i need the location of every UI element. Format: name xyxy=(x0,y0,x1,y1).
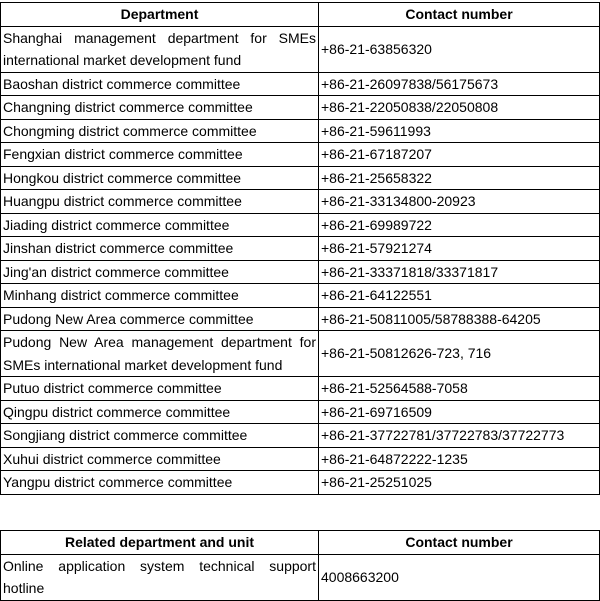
table-row: Jinshan district commerce committee +86-2… xyxy=(0,236,600,261)
contact-cell: +86-21-69716509 xyxy=(318,399,600,424)
header-cell: Contact number xyxy=(318,2,600,27)
contact-cell: +86-21-69989722 xyxy=(318,212,600,237)
contact-cell: +86-21-67187207 xyxy=(318,142,600,167)
table-row: Qingpu district commerce committee +86-21… xyxy=(0,399,600,424)
contact-cell: +86-21-64872222-1235 xyxy=(318,446,600,471)
department-cell: Putuo district commerce committee xyxy=(0,376,319,401)
department-cell: Online application system technical supp… xyxy=(0,553,319,601)
table-row: Huangpu district commerce committee +86-2… xyxy=(0,189,600,214)
contact-cell: +86-21-26097838/56175673 xyxy=(318,71,600,96)
table-row: Yangpu district commerce committee +86-21… xyxy=(0,470,600,495)
header-cell: Related department and unit xyxy=(0,530,319,555)
table-row: Changning district commerce committee +86… xyxy=(0,95,600,120)
department-cell: Jinshan district commerce committee xyxy=(0,236,319,261)
contact-cell: +86-21-33371818/33371817 xyxy=(318,259,600,284)
table-row: Jing'an district commerce committee +86-2… xyxy=(0,259,600,284)
header-row: Related department and unit Contact numbe… xyxy=(0,530,600,555)
table-row: Jiading district commerce committee +86-2… xyxy=(0,212,600,237)
department-cell: Qingpu district commerce committee xyxy=(0,399,319,424)
department-cell: Xuhui district commerce committee xyxy=(0,446,319,471)
contact-cell: +86-21-59611993 xyxy=(318,118,600,143)
table-row: Baoshan district commerce committee +86-2… xyxy=(0,71,600,96)
contact-cell: +86-21-63856320 xyxy=(318,25,600,73)
table-row: Pudong New Area management department fo… xyxy=(0,330,600,377)
header-row: Department Contact number xyxy=(0,2,600,27)
contact-cell: +86-21-22050838/22050808 xyxy=(318,95,600,120)
table-row: Minhang district commerce committee +86-2… xyxy=(0,283,600,308)
table-row: Songjiang district commerce committee +86… xyxy=(0,423,600,448)
table-row: Chongming district commerce committee +86… xyxy=(0,118,600,143)
department-cell: Jing'an district commerce committee xyxy=(0,259,319,284)
table-row: Fengxian district commerce committee +86-… xyxy=(0,142,600,167)
department-cell: Fengxian district commerce committee xyxy=(0,142,319,167)
header-cell: Contact number xyxy=(318,530,600,555)
contact-cell: +86-21-33134800-20923 xyxy=(318,189,600,214)
table-row: Online application system technical supp… xyxy=(0,553,600,601)
department-cell: Chongming district commerce committee xyxy=(0,118,319,143)
table-row: Shanghai management department for SMEs … xyxy=(0,25,600,73)
table: Department Contact number Shanghai managem… xyxy=(0,2,600,495)
contact-cell: +86-21-50812626-723, 716 xyxy=(318,330,600,377)
department-cell: Shanghai management department for SMEs … xyxy=(0,25,319,73)
department-cell: Jiading district commerce committee xyxy=(0,212,319,237)
table-row: Hongkou district commerce committee +86-2… xyxy=(0,165,600,190)
contact-cell: +86-21-25251025 xyxy=(318,470,600,495)
contact-cell: 4008663200 xyxy=(318,553,600,601)
department-cell: Yangpu district commerce committee xyxy=(0,470,319,495)
contact-cell: +86-21-37722781/37722783/37722773 xyxy=(318,423,600,448)
department-cell: Pudong New Area commerce committee xyxy=(0,306,319,331)
contact-cell: +86-21-50811005/58788388-64205 xyxy=(318,306,600,331)
department-cell: Hongkou district commerce committee xyxy=(0,165,319,190)
department-cell: Pudong New Area management department fo… xyxy=(0,330,319,377)
table: Related department and unit Contact numbe… xyxy=(0,530,600,601)
department-cell: Minhang district commerce committee xyxy=(0,283,319,308)
department-cell: Songjiang district commerce committee xyxy=(0,423,319,448)
contact-cell: +86-21-25658322 xyxy=(318,165,600,190)
contact-cell: +86-21-64122551 xyxy=(318,283,600,308)
header-cell: Department xyxy=(0,2,319,27)
contact-cell: +86-21-52564588-7058 xyxy=(318,376,600,401)
contact-cell: +86-21-57921274 xyxy=(318,236,600,261)
table-row: Putuo district commerce committee +86-21-… xyxy=(0,376,600,401)
department-cell: Baoshan district commerce committee xyxy=(0,71,319,96)
table-row: Pudong New Area commerce committee +86-21… xyxy=(0,306,600,331)
department-cell: Huangpu district commerce committee xyxy=(0,189,319,214)
department-cell: Changning district commerce committee xyxy=(0,95,319,120)
table-row: Xuhui district commerce committee +86-21-… xyxy=(0,446,600,471)
